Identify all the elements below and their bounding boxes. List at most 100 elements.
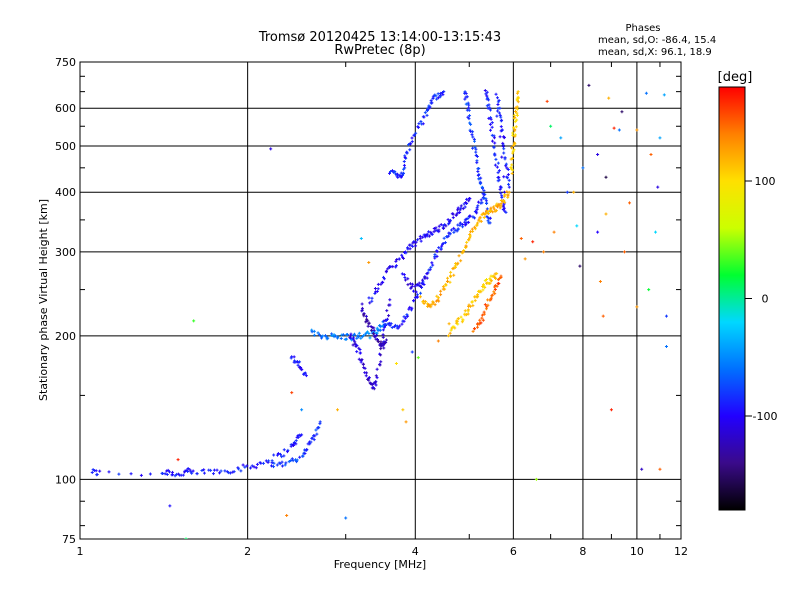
data-point	[442, 90, 446, 94]
data-point	[90, 470, 94, 474]
data-point	[488, 277, 492, 281]
data-point	[418, 234, 422, 238]
data-point	[267, 459, 271, 463]
data-point	[470, 133, 474, 137]
data-point	[312, 329, 316, 333]
data-point	[363, 366, 367, 370]
data-point	[390, 325, 394, 329]
data-point	[359, 360, 363, 364]
data-point	[379, 282, 383, 286]
data-point	[498, 135, 502, 139]
data-point	[437, 296, 441, 300]
data-point	[107, 470, 111, 474]
data-point	[435, 97, 439, 101]
data-point	[303, 452, 307, 456]
data-point	[202, 471, 206, 475]
data-point	[447, 322, 451, 326]
data-point	[476, 200, 480, 204]
data-point	[400, 322, 404, 326]
data-point	[312, 333, 316, 337]
data-point	[427, 104, 431, 108]
data-point	[513, 120, 517, 124]
data-point	[304, 374, 308, 378]
data-point	[370, 296, 374, 300]
data-point	[488, 298, 492, 302]
data-point	[470, 300, 474, 304]
data-point	[400, 173, 404, 177]
data-point	[598, 279, 602, 283]
data-point	[316, 426, 320, 430]
data-point	[381, 280, 385, 284]
data-point	[444, 283, 448, 287]
x-tick-label: 1	[77, 545, 84, 558]
data-point	[464, 217, 468, 221]
data-point	[482, 215, 486, 219]
data-point	[191, 469, 195, 473]
data-point	[403, 276, 407, 280]
data-point	[181, 473, 185, 477]
data-point	[372, 332, 376, 336]
data-point	[488, 281, 492, 285]
data-point	[490, 139, 494, 143]
data-point	[461, 250, 465, 254]
data-point	[516, 90, 520, 94]
data-point	[483, 212, 487, 216]
data-point	[452, 230, 456, 234]
data-point	[468, 233, 472, 237]
data-point	[165, 469, 169, 473]
data-point	[405, 150, 409, 154]
data-point	[443, 241, 447, 245]
data-point	[421, 122, 425, 126]
data-point	[245, 464, 249, 468]
data-point	[372, 326, 376, 330]
data-point	[464, 201, 468, 205]
data-point	[160, 471, 164, 475]
data-point	[410, 136, 414, 140]
data-point	[483, 89, 487, 93]
data-point	[491, 205, 495, 209]
data-point	[366, 319, 370, 323]
data-point	[507, 182, 511, 186]
data-point	[404, 316, 408, 320]
data-point	[499, 191, 503, 195]
data-point	[480, 316, 484, 320]
data-point	[430, 232, 434, 236]
data-point	[489, 116, 493, 120]
data-point	[452, 273, 456, 277]
data-point	[498, 206, 502, 210]
data-point	[481, 283, 485, 287]
data-point	[436, 92, 440, 96]
data-point	[367, 322, 371, 326]
data-point	[464, 91, 468, 95]
chart-title: Tromsø 20120425 13:14:00-13:15:43	[258, 30, 501, 45]
data-point	[176, 458, 180, 462]
data-point	[400, 253, 404, 257]
data-point	[443, 287, 447, 291]
data-point	[355, 350, 359, 354]
data-point	[394, 361, 398, 365]
data-point	[362, 362, 366, 366]
data-point	[345, 337, 349, 341]
data-point	[442, 226, 446, 230]
data-point	[232, 470, 236, 474]
data-point	[581, 166, 585, 170]
data-point	[394, 259, 398, 263]
data-point	[463, 309, 467, 313]
data-point	[406, 283, 410, 287]
data-point	[664, 314, 668, 318]
y-tick-label: 200	[55, 330, 76, 343]
data-point	[173, 474, 177, 478]
colorbar-bar	[718, 86, 746, 511]
data-point	[316, 331, 320, 335]
data-point	[494, 209, 498, 213]
data-point	[409, 142, 413, 146]
data-point	[523, 257, 527, 261]
data-point	[487, 103, 491, 107]
data-point	[503, 200, 507, 204]
data-point	[476, 221, 480, 225]
data-point	[519, 236, 523, 240]
data-point	[441, 93, 445, 97]
data-point	[372, 328, 376, 332]
data-point	[654, 230, 658, 234]
data-point	[502, 175, 506, 179]
